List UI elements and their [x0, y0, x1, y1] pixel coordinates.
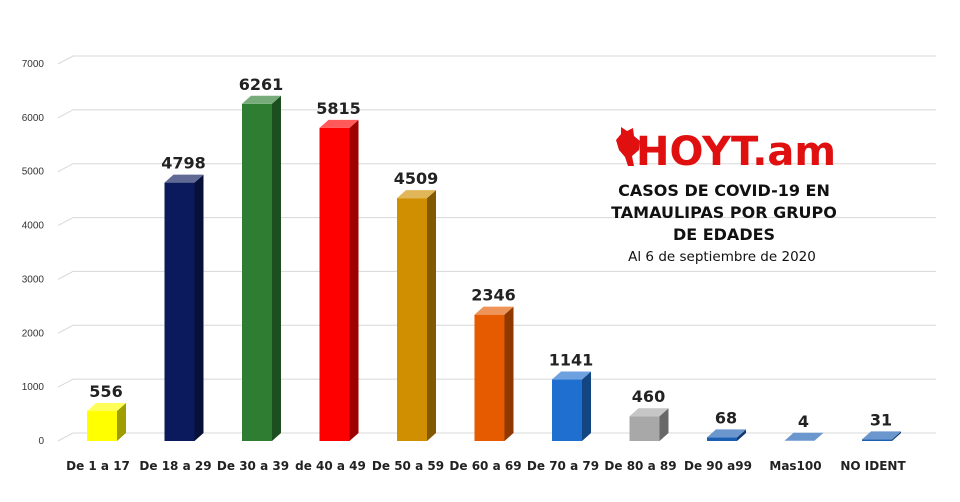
bar: [87, 403, 126, 441]
y-tick-label: 3000: [22, 274, 45, 285]
bar: [629, 408, 669, 441]
bar-front: [629, 416, 660, 441]
gridline: [57, 378, 936, 388]
y-tick-label: 5000: [22, 167, 45, 178]
bar: [397, 190, 436, 441]
category-label: De 70 a 79: [527, 459, 599, 473]
bar-side: [272, 95, 281, 442]
brand-logo: HOYT.am: [616, 127, 836, 175]
gridline: [57, 324, 936, 334]
category-label: De 50 a 59: [372, 459, 444, 473]
bar-top: [474, 306, 514, 315]
data-labels: 556 4798 6261 5815 4509 2346 1141 460 68 4 31: [89, 75, 892, 431]
data-label: 31: [870, 410, 892, 429]
bar-front: [552, 379, 582, 441]
logo-text: HOYT.am: [636, 129, 836, 175]
chart-title: CASOS DE COVID-19 EN TAMAULIPAS POR GRUP…: [611, 181, 837, 265]
bar-top: [784, 432, 824, 441]
bar-front: [707, 437, 737, 441]
category-label: De 30 a 39: [217, 459, 289, 473]
category-label: De 90 a99: [684, 459, 752, 473]
bar-front: [164, 182, 195, 441]
bar-side: [117, 403, 126, 441]
bar-top: [552, 371, 591, 380]
bar: [552, 371, 591, 441]
bar-front: [87, 411, 117, 441]
category-label: De 80 a 89: [604, 459, 676, 473]
data-label: 556: [89, 382, 122, 401]
bull-icon: [616, 127, 640, 166]
category-label: de 40 a 49: [295, 459, 366, 473]
grid-lines: [57, 55, 936, 442]
category-label: De 1 a 17: [66, 459, 130, 473]
bar-front: [319, 127, 350, 442]
category-label: NO IDENT: [840, 459, 906, 473]
bar: [242, 95, 281, 442]
data-label: 5815: [316, 99, 361, 118]
bar: [707, 429, 746, 441]
y-tick-label: 2000: [22, 328, 45, 339]
bar-top: [87, 403, 126, 412]
bars: [87, 95, 901, 442]
data-label: 4798: [161, 154, 206, 173]
bar-front: [474, 314, 505, 441]
bar-top: [242, 95, 281, 104]
bar-front: [397, 198, 427, 441]
bar-side: [659, 408, 669, 441]
title-line-2: TAMAULIPAS POR GRUPO: [611, 203, 837, 222]
data-label: 2346: [471, 286, 516, 305]
chart-subtitle: Al 6 de septiembre de 2020: [628, 249, 816, 265]
bar: [784, 432, 824, 441]
bar: [319, 119, 359, 442]
bar-top: [164, 174, 204, 183]
bar-top: [707, 429, 746, 438]
gridline: [57, 270, 936, 280]
bar: [862, 431, 901, 441]
data-label: 4: [798, 412, 809, 431]
bar-top: [862, 431, 901, 440]
y-tick-label: 6000: [22, 113, 45, 124]
y-axis-ticks: 0 1000 2000 3000 4000 5000 6000 7000: [22, 59, 45, 447]
title-line-3: DE EDADES: [673, 225, 775, 244]
y-tick-label: 1000: [22, 382, 45, 393]
data-label: 68: [715, 408, 737, 427]
title-line-1: CASOS DE COVID-19 EN: [618, 181, 830, 200]
bar-top: [629, 408, 669, 417]
bar-top: [319, 119, 359, 128]
category-label: Mas100: [769, 459, 821, 473]
category-label: De 60 a 69: [449, 459, 521, 473]
category-labels: De 1 a 17 De 18 a 29 De 30 a 39 de 40 a 49 D…: [66, 459, 906, 473]
bar: [474, 306, 514, 441]
category-label: De 18 a 29: [139, 459, 211, 473]
bar-side: [349, 119, 359, 442]
y-tick-label: 4000: [22, 221, 45, 232]
bar-side: [427, 190, 436, 441]
data-label: 460: [632, 387, 665, 406]
gridline: [57, 217, 936, 227]
bar-front: [242, 103, 272, 442]
data-label: 6261: [239, 75, 284, 94]
y-tick-label: 0: [38, 436, 44, 447]
bar: [164, 174, 204, 441]
gridline: [57, 55, 936, 65]
bar-side: [582, 371, 591, 441]
data-label: 4509: [394, 169, 439, 188]
bar-side: [194, 174, 204, 441]
bar-side: [892, 431, 901, 441]
gridline: [57, 109, 936, 119]
gridline: [57, 163, 936, 173]
bar-side: [737, 429, 746, 441]
bar-front: [862, 439, 892, 441]
data-label: 1141: [549, 351, 594, 370]
bar-side: [504, 306, 514, 441]
y-tick-label: 7000: [22, 59, 45, 70]
bar-top: [397, 190, 436, 199]
